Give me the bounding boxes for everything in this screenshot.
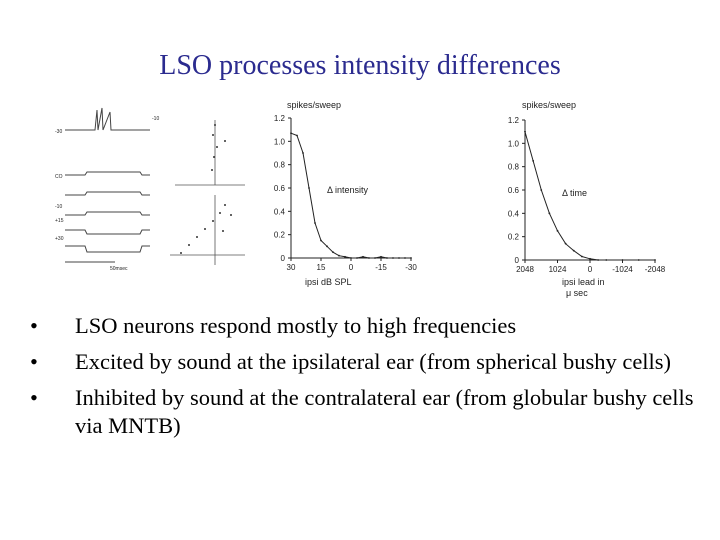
y-tick-label: 1.0	[508, 139, 520, 148]
scale-label: 50msec	[110, 266, 128, 272]
y-tick-label: 1.0	[274, 137, 286, 146]
time-chart: spikes/sweep 0 0.2 0.4 0.6 0.8 1.0 1.2 2048 1024…	[508, 100, 666, 298]
trace-label: -10	[55, 204, 62, 210]
trace-label: +30	[55, 236, 64, 242]
x-tick-label: 0	[349, 263, 354, 272]
bullet-text: Excited by sound at the ipsilateral ear …	[75, 349, 672, 374]
bullet-text: Inhibited by sound at the contralateral …	[75, 385, 694, 438]
y-tick-label: 0	[515, 256, 520, 265]
x-tick-label: 30	[287, 263, 296, 272]
trace-label: +15	[55, 218, 64, 224]
x-tick-label: -2048	[645, 265, 666, 274]
bullet-marker: •	[30, 349, 38, 374]
y-tick-label: 0.8	[274, 161, 286, 170]
y-tick-label: 0.4	[508, 209, 520, 218]
bullet-item: • Inhibited by sound at the contralateral…	[30, 384, 700, 440]
x-tick-label: -30	[405, 263, 417, 272]
y-tick-label: 1.2	[274, 114, 286, 123]
bullet-marker: •	[30, 385, 38, 410]
x-tick-label: 2048	[516, 265, 534, 274]
trace-label: CO	[55, 174, 63, 180]
y-axis-label: spikes/sweep	[287, 100, 341, 110]
chart-annotation: Δ intensity	[327, 185, 369, 195]
bullet-text: LSO neurons respond mostly to high frequ…	[75, 313, 517, 338]
chart-annotation: Δ time	[562, 188, 587, 198]
y-tick-label: 0.2	[274, 231, 286, 240]
bullet-item: • LSO neurons respond mostly to high freq…	[30, 312, 700, 340]
bullet-item: • Excited by sound at the ipsilateral ear…	[30, 348, 700, 376]
bullet-marker: •	[30, 313, 38, 338]
y-tick-label: 0.6	[508, 186, 520, 195]
series-line	[524, 131, 655, 261]
y-tick-label: 1.2	[508, 116, 520, 125]
figure-area: -30 -10 CO -10 +15 +30 50msec	[0, 95, 720, 305]
x-axis-unit: μ sec	[566, 288, 588, 298]
x-axis-label: ipsi lead in	[562, 277, 605, 287]
y-tick-label: 0.6	[274, 184, 286, 193]
y-tick-label: 0.2	[508, 233, 520, 242]
series-line	[290, 132, 411, 259]
x-tick-label: 15	[317, 263, 326, 272]
y-tick-label: 0.4	[274, 207, 286, 216]
spike-traces-panel: -30 -10 CO -10 +15 +30 50msec	[55, 107, 159, 272]
y-axis-label: spikes/sweep	[522, 100, 576, 110]
trace-label: -10	[152, 116, 159, 122]
x-tick-label: 1024	[549, 265, 567, 274]
x-axis-label: ipsi dB SPL	[305, 277, 352, 287]
x-tick-label: 0	[588, 265, 593, 274]
x-tick-label: -1024	[612, 265, 633, 274]
scatter-panel	[170, 120, 245, 265]
y-tick-label: 0.8	[508, 163, 520, 172]
y-tick-label: 0	[281, 254, 286, 263]
x-tick-label: -15	[375, 263, 387, 272]
bullet-list: • LSO neurons respond mostly to high freq…	[30, 312, 700, 448]
trace-label: -30	[55, 129, 62, 135]
intensity-chart: spikes/sweep 0 0.2 0.4 0.6 0.8 1.0 1.2 30 15 0 -15…	[274, 100, 417, 287]
slide-title: LSO processes intensity differences	[159, 50, 561, 81]
